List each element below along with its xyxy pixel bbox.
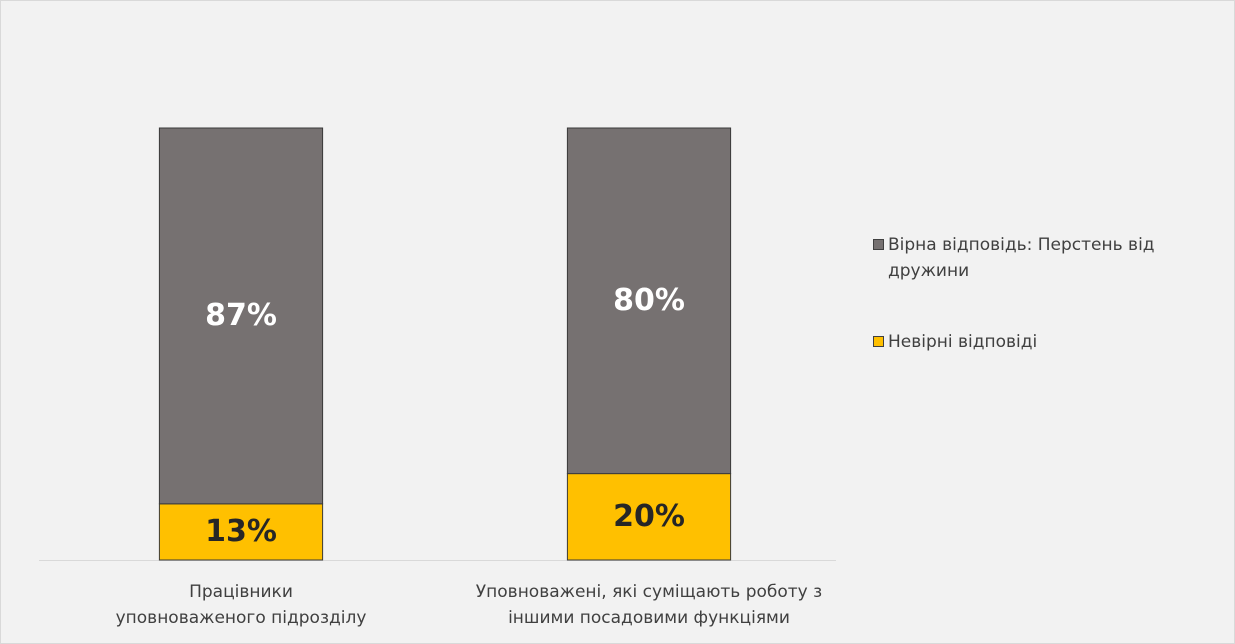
bar-segment [158,503,324,561]
legend-swatch [873,239,884,250]
value-label: 13% [205,513,277,549]
legend-label: Вірна відповідь: Перстень від дружини [888,235,1155,281]
value-label: 87% [205,297,277,333]
x-tick-label: Працівники уповноваженого підрозділу [115,582,367,628]
legend-item: Невірні відповіді [873,329,1213,355]
bar-segment [566,127,732,475]
bar-segment [158,127,324,505]
value-label: 20% [613,498,685,534]
legend-swatch [873,336,884,347]
value-label: 80% [613,282,685,318]
legend-item: Вірна відповідь: Перстень від дружини [873,232,1213,284]
x-tick-label: Уповноважені, які суміщають роботу з інш… [475,582,823,628]
legend-label: Невірні відповіді [888,332,1038,352]
